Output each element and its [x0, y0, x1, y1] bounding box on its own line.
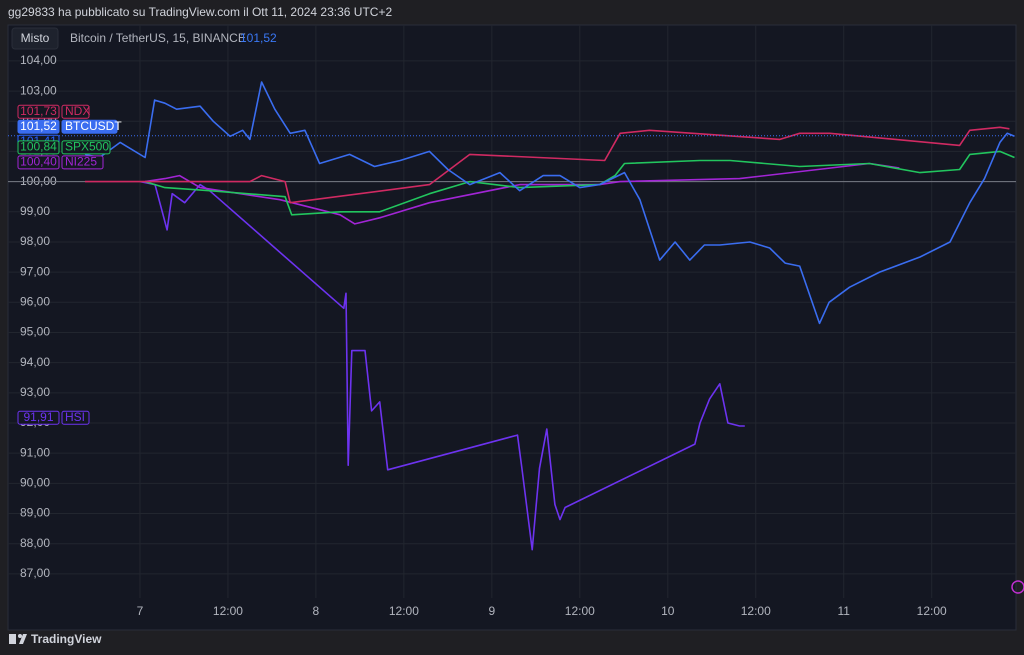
price-tag	[17, 119, 60, 134]
x-tick-label: 12:00	[917, 604, 947, 618]
x-tick-label: 8	[313, 604, 320, 618]
legend-tag	[61, 140, 111, 155]
x-tick-label: 7	[137, 604, 144, 618]
series-line	[84, 81, 1015, 325]
logo-dot	[18, 634, 22, 638]
legend-label: BTCUSDT	[65, 119, 122, 133]
legend-label: NI225	[65, 155, 97, 169]
price: 101,52	[240, 31, 277, 45]
legend-label: HSI	[65, 410, 85, 424]
series-line	[85, 126, 1010, 204]
y-tick-label: 89,00	[20, 506, 50, 520]
y-tick-label: 99,00	[20, 204, 50, 218]
symbol: Bitcoin / TetherUS, 15, BINANCE	[70, 31, 246, 45]
y-tick-label: 100,00	[20, 174, 57, 188]
price-tag	[17, 104, 60, 119]
x-tick-label: 12:00	[389, 604, 419, 618]
y-tick-label: 104,00	[20, 53, 57, 67]
legend-tag	[61, 155, 104, 170]
y-tick-label: 93,00	[20, 385, 50, 399]
y-tick-label: 95,00	[20, 325, 50, 339]
x-tick-label: 10	[661, 604, 675, 618]
series-line	[139, 180, 745, 551]
legend-label: SPX500	[65, 140, 109, 154]
x-tick-label: 12:00	[741, 604, 771, 618]
series-line	[144, 162, 900, 225]
price-tag	[17, 155, 60, 170]
y-tick-label: 97,00	[20, 264, 50, 278]
y-tick-label: 94,00	[20, 355, 50, 369]
price-tag-label: 100,84	[20, 140, 57, 154]
y-tick-label: 90,00	[20, 476, 50, 490]
logo-slash	[19, 634, 27, 644]
x-tick-label: 12:00	[213, 604, 243, 618]
footer-brand: TradingView	[31, 632, 102, 646]
mode-button[interactable]	[11, 27, 59, 50]
publisher: gg29833 ha pubblicato su TradingView.com…	[8, 5, 392, 19]
legend-label: NDX	[65, 104, 90, 118]
x-tick-label: 11	[837, 604, 850, 618]
series-lines	[8, 81, 1016, 551]
y-tick-label: 87,00	[20, 566, 50, 580]
price-tag-label: 101,52	[20, 119, 57, 133]
price-tag-label: 100,40	[20, 155, 57, 169]
scroll-marker[interactable]	[1011, 580, 1024, 594]
y-tick-label: 103,00	[20, 83, 57, 97]
logo	[9, 634, 27, 644]
y-tick-label: 88,00	[20, 536, 50, 550]
x-tick-label: 12:00	[565, 604, 595, 618]
legend-tag	[61, 104, 90, 119]
price-tag	[17, 410, 60, 425]
price-tag	[17, 140, 60, 155]
logo-mark	[9, 634, 16, 644]
y-tick-label: 98,00	[20, 234, 50, 248]
price-tag-label: 101,73	[20, 104, 57, 118]
x-tick-label: 9	[488, 604, 495, 618]
legend-tag	[61, 119, 118, 134]
y-tick-label: 96,00	[20, 294, 50, 308]
price-tags: 101,73NDX101,52BTCUSDT101,41100,84SPX500…	[17, 104, 122, 425]
y-tick-label: 91,00	[20, 445, 50, 459]
chart-area	[7, 24, 1017, 631]
legend-tag	[61, 410, 90, 425]
price-tag-label: 91,91	[23, 410, 53, 424]
mode-button-label[interactable]: Misto	[21, 31, 50, 45]
